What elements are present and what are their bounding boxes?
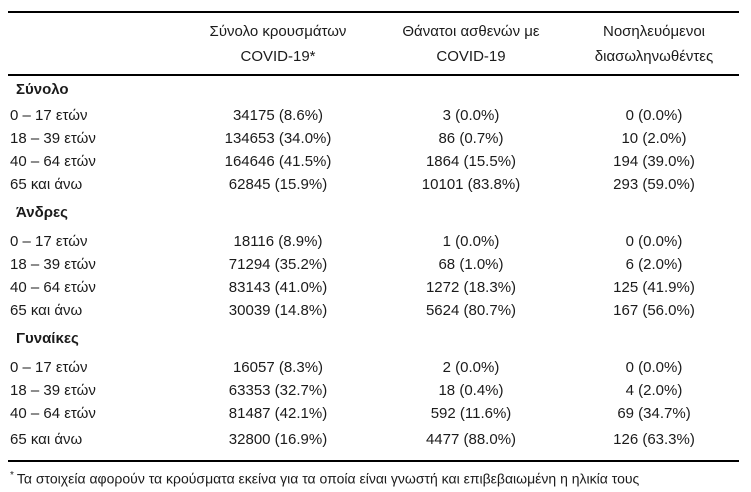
deaths-cell: 1272 (18.3%) bbox=[425, 279, 517, 296]
cases-cell: 16057 (8.3%) bbox=[232, 359, 324, 376]
age-label: 18 – 39 ετών bbox=[10, 130, 96, 147]
intubated-cell: 69 (34.7%) bbox=[617, 405, 691, 422]
age-label: 0 – 17 ετών bbox=[10, 359, 88, 376]
covid-age-statistics-document: Σύνολο κρουσμάτων COVID-19* Θάνατοι ασθε… bbox=[8, 11, 739, 488]
header-empty-cell bbox=[8, 12, 183, 75]
cases-cell: 30039 (14.8%) bbox=[228, 302, 328, 319]
table-row: 65 και άνω 32800 (16.9%) 4477 (88.0%) 12… bbox=[8, 425, 739, 462]
table-row: 40 – 64 ετών 83143 (41.0%) 1272 (18.3%) … bbox=[8, 276, 739, 299]
cases-cell: 81487 (42.1%) bbox=[228, 405, 328, 422]
intubated-cell: 4 (2.0%) bbox=[625, 382, 683, 399]
cases-cell: 18116 (8.9%) bbox=[233, 233, 323, 250]
footnote: * Τα στοιχεία αφορούν τα κρούσματα εκείνα… bbox=[8, 462, 739, 488]
header-deaths-line1: Θάνατοι ασθενών με bbox=[402, 23, 540, 40]
deaths-cell: 2 (0.0%) bbox=[442, 359, 500, 376]
header-row: Σύνολο κρουσμάτων COVID-19* Θάνατοι ασθε… bbox=[8, 12, 739, 75]
intubated-cell: 6 (2.0%) bbox=[625, 256, 683, 273]
table-row: 18 – 39 ετών 134653 (34.0%) 86 (0.7%) 10… bbox=[8, 127, 739, 150]
header-deaths: Θάνατοι ασθενών με COVID-19 bbox=[373, 12, 569, 75]
table-row: 0 – 17 ετών 34175 (8.6%) 3 (0.0%) 0 (0.0… bbox=[8, 104, 739, 127]
intubated-cell: 293 (59.0%) bbox=[613, 176, 695, 193]
intubated-cell: 194 (39.0%) bbox=[613, 153, 695, 170]
age-label: 0 – 17 ετών bbox=[10, 107, 88, 124]
deaths-cell: 592 (11.6%) bbox=[430, 405, 512, 422]
age-label: 18 – 39 ετών bbox=[10, 256, 96, 273]
intubated-cell: 10 (2.0%) bbox=[621, 130, 687, 147]
table-row: 40 – 64 ετών 164646 (41.5%) 1864 (15.5%)… bbox=[8, 150, 739, 173]
cases-cell: 63353 (32.7%) bbox=[228, 382, 328, 399]
table-row: 65 και άνω 62845 (15.9%) 10101 (83.8%) 2… bbox=[8, 173, 739, 196]
cases-cell: 71294 (35.2%) bbox=[228, 256, 328, 273]
deaths-cell: 3 (0.0%) bbox=[442, 107, 500, 124]
age-label: 40 – 64 ετών bbox=[10, 279, 96, 296]
header-intubated-line1: Νοσηλευόμενοι bbox=[602, 23, 705, 40]
group-row-men: Άνδρες bbox=[8, 196, 739, 230]
age-label: 18 – 39 ετών bbox=[10, 382, 96, 399]
cases-cell: 32800 (16.9%) bbox=[183, 425, 373, 462]
age-label: 40 – 64 ετών bbox=[10, 153, 96, 170]
age-label: 0 – 17 ετών bbox=[10, 233, 88, 250]
intubated-cell: 125 (41.9%) bbox=[613, 279, 695, 296]
header-intubated-line2: διασωληνωθέντες bbox=[594, 48, 714, 65]
table-row: 0 – 17 ετών 16057 (8.3%) 2 (0.0%) 0 (0.0… bbox=[8, 356, 739, 379]
intubated-cell: 0 (0.0%) bbox=[625, 107, 683, 124]
header-deaths-line2: COVID-19 bbox=[436, 48, 506, 65]
table-row: 18 – 39 ετών 71294 (35.2%) 68 (1.0%) 6 (… bbox=[8, 253, 739, 276]
table-row: 18 – 39 ετών 63353 (32.7%) 18 (0.4%) 4 (… bbox=[8, 379, 739, 402]
group-men: Άνδρες 0 – 17 ετών 18116 (8.9%) 1 (0.0%)… bbox=[8, 196, 739, 322]
deaths-cell: 1 (0.0%) bbox=[442, 233, 500, 250]
header-total-cases-line2: COVID-19* bbox=[240, 48, 316, 65]
deaths-cell: 18 (0.4%) bbox=[438, 382, 504, 399]
group-total: Σύνολο 0 – 17 ετών 34175 (8.6%) 3 (0.0%)… bbox=[8, 75, 739, 196]
header-intubated: Νοσηλευόμενοι διασωληνωθέντες bbox=[569, 12, 739, 75]
deaths-cell: 10101 (83.8%) bbox=[421, 176, 521, 193]
age-label: 65 και άνω bbox=[8, 425, 183, 462]
group-women: Γυναίκες 0 – 17 ετών 16057 (8.3%) 2 (0.0… bbox=[8, 322, 739, 462]
group-label: Γυναίκες bbox=[16, 330, 79, 347]
intubated-cell: 0 (0.0%) bbox=[625, 233, 683, 250]
group-label: Σύνολο bbox=[16, 81, 69, 98]
footnote-text: Τα στοιχεία αφορούν τα κρούσματα εκείνα … bbox=[16, 470, 640, 487]
intubated-cell: 167 (56.0%) bbox=[613, 302, 695, 319]
deaths-cell: 4477 (88.0%) bbox=[373, 425, 569, 462]
table-header: Σύνολο κρουσμάτων COVID-19* Θάνατοι ασθε… bbox=[8, 12, 739, 75]
deaths-cell: 5624 (80.7%) bbox=[425, 302, 517, 319]
table-row: 65 και άνω 30039 (14.8%) 5624 (80.7%) 16… bbox=[8, 299, 739, 322]
intubated-cell: 126 (63.3%) bbox=[569, 425, 739, 462]
deaths-cell: 86 (0.7%) bbox=[438, 130, 504, 147]
cases-cell: 134653 (34.0%) bbox=[224, 130, 332, 147]
group-row-total: Σύνολο bbox=[8, 75, 739, 104]
header-total-cases-line1: Σύνολο κρουσμάτων bbox=[209, 23, 347, 40]
cases-cell: 83143 (41.0%) bbox=[228, 279, 328, 296]
table-row: 40 – 64 ετών 81487 (42.1%) 592 (11.6%) 6… bbox=[8, 402, 739, 425]
footnote-asterisk: * bbox=[10, 470, 14, 481]
covid-age-table: Σύνολο κρουσμάτων COVID-19* Θάνατοι ασθε… bbox=[8, 11, 739, 462]
age-label: 65 και άνω bbox=[10, 302, 83, 319]
table-row: 0 – 17 ετών 18116 (8.9%) 1 (0.0%) 0 (0.0… bbox=[8, 230, 739, 253]
header-total-cases: Σύνολο κρουσμάτων COVID-19* bbox=[183, 12, 373, 75]
group-label: Άνδρες bbox=[16, 204, 68, 221]
intubated-cell: 0 (0.0%) bbox=[625, 359, 683, 376]
cases-cell: 62845 (15.9%) bbox=[228, 176, 328, 193]
cases-cell: 164646 (41.5%) bbox=[224, 153, 332, 170]
age-label: 65 και άνω bbox=[10, 176, 83, 193]
group-row-women: Γυναίκες bbox=[8, 322, 739, 356]
deaths-cell: 1864 (15.5%) bbox=[425, 153, 517, 170]
deaths-cell: 68 (1.0%) bbox=[438, 256, 504, 273]
cases-cell: 34175 (8.6%) bbox=[232, 107, 324, 124]
age-label: 40 – 64 ετών bbox=[10, 405, 96, 422]
